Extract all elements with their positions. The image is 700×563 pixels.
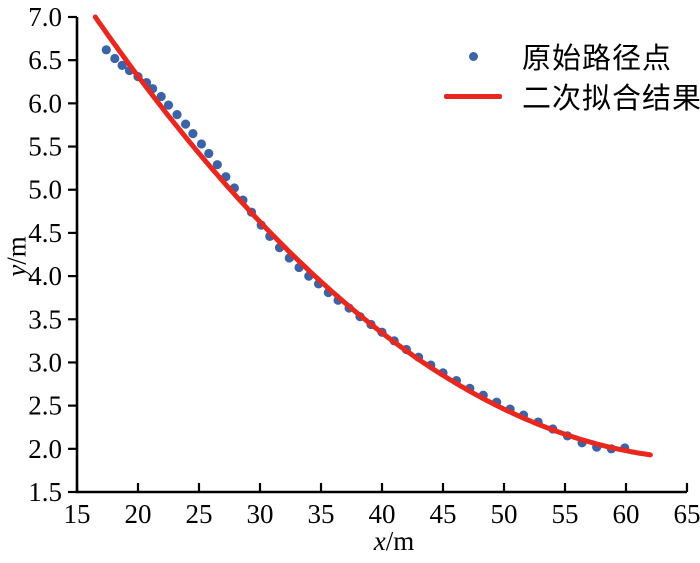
y-tick-label: 5.0 [28, 175, 62, 205]
legend-item-scatter: 原始路径点 [438, 36, 700, 76]
scatter-marker-icon [468, 51, 478, 61]
x-tick-label: 65 [674, 499, 700, 529]
y-tick-label: 4.5 [28, 218, 62, 248]
legend-label-line: 二次拟合结果 [522, 83, 700, 115]
scatter-point [196, 139, 207, 149]
y-tick-label: 4.0 [28, 261, 62, 291]
x-tick-label: 35 [308, 499, 335, 529]
legend-item-line: 二次拟合结果 [438, 76, 700, 116]
legend-label-scatter: 原始路径点 [522, 43, 673, 75]
x-tick-label: 55 [552, 499, 579, 529]
legend-marker-area [438, 51, 508, 61]
scatter-point [110, 53, 120, 64]
y-tick-label: 2.0 [28, 434, 62, 464]
y-tick-label: 1.5 [28, 477, 62, 507]
y-tick-label: 2.5 [28, 391, 62, 421]
x-tick-label: 45 [430, 499, 457, 529]
x-tick-label: 50 [491, 499, 518, 529]
scatter-point [117, 60, 127, 70]
x-tick-label: 20 [125, 499, 152, 529]
legend: 原始路径点 二次拟合结果 [438, 36, 700, 116]
x-tick-label: 60 [613, 499, 640, 529]
x-tick-label: 15 [64, 499, 91, 529]
x-tick-label: 30 [247, 499, 274, 529]
x-tick-label: 40 [369, 499, 396, 529]
y-tick-label: 7.0 [28, 2, 62, 32]
x-tick-label: 25 [186, 499, 213, 529]
scatter-point [180, 119, 191, 129]
y-tick-label: 3.0 [28, 347, 62, 377]
axis-spines [75, 17, 687, 494]
y-tick-label: 3.5 [28, 304, 62, 334]
y-axis-unit: /m [1, 236, 32, 265]
fit-line [92, 14, 653, 458]
x-axis-label: x/m [0, 526, 700, 557]
scatter-point [212, 160, 222, 170]
scatter-point [101, 45, 111, 55]
scatter-point [163, 100, 174, 110]
y-tick-label: 6.5 [28, 45, 62, 75]
legend-marker-area [438, 93, 508, 99]
y-tick-label: 6.0 [28, 88, 62, 118]
scatter-point [156, 91, 166, 102]
y-tick-label: 5.5 [28, 132, 62, 162]
x-axis-variable: x [373, 526, 386, 556]
scatter-point [188, 128, 198, 139]
scatter-point [204, 148, 214, 159]
y-axis-label: y/m [2, 202, 33, 312]
scatter-point [172, 109, 182, 120]
line-marker-icon [444, 93, 502, 99]
y-axis-variable: y [1, 264, 32, 277]
x-axis-unit: /m [385, 526, 415, 556]
